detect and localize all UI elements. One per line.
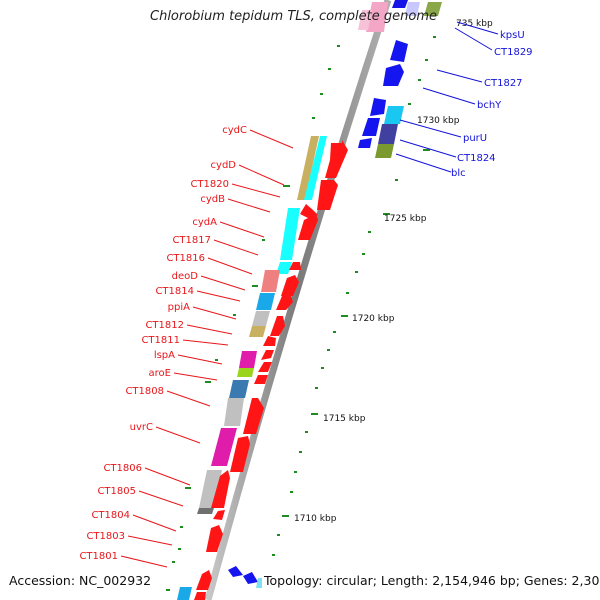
- label-CT1812[interactable]: CT1812: [145, 320, 184, 331]
- label-bchY[interactable]: bchY: [477, 100, 502, 111]
- gene-bar-CT1806: [199, 470, 222, 508]
- label-ppiA[interactable]: ppiA: [168, 302, 190, 313]
- right-gene-labels: kpsU CT1829 CT1827 bchY purU CT1824 blc: [451, 30, 533, 179]
- scale-label-1715: 1715 kbp: [323, 414, 366, 424]
- left-leader-lines: [120, 129, 294, 568]
- left-strand-genes: [177, 136, 327, 600]
- label-CT1801[interactable]: CT1801: [79, 551, 118, 562]
- scale-labels: 1710 kbp 1715 kbp 1720 kbp 1725 kbp 1730…: [294, 19, 493, 524]
- label-blc[interactable]: blc: [451, 168, 466, 179]
- gene-bar-CT1817: [276, 262, 292, 274]
- gene-bar-top-pink: [366, 2, 388, 32]
- gene-bar-CT1805: [197, 508, 214, 514]
- gene-bar-cyan-r: [384, 106, 404, 124]
- gene-bar-cydB: [280, 208, 300, 260]
- gene-bar-lspA: [239, 351, 257, 368]
- label-CT1804[interactable]: CT1804: [91, 510, 130, 521]
- label-cydA[interactable]: cydA: [192, 217, 217, 228]
- left-gene-labels: cydC cydD CT1820 cydB cydA CT1817 CT1816…: [79, 125, 247, 562]
- label-lspA[interactable]: lspA: [154, 350, 175, 361]
- left-strand-arrows: [194, 140, 348, 600]
- label-CT1816[interactable]: CT1816: [166, 253, 205, 264]
- label-CT1811[interactable]: CT1811: [141, 335, 180, 346]
- label-CT1827[interactable]: CT1827: [484, 78, 523, 89]
- gene-bar-ppiA: [252, 311, 270, 326]
- scale-label-1720: 1720 kbp: [352, 314, 395, 324]
- gene-bar-CT1814: [256, 293, 275, 310]
- right-leader-lines: [395, 21, 499, 173]
- gene-bar-CT1801: [177, 587, 192, 600]
- label-uvrC[interactable]: uvrC: [130, 422, 153, 433]
- label-kpsU[interactable]: kpsU: [500, 30, 525, 41]
- label-purU[interactable]: purU: [463, 133, 487, 144]
- scale-label-1725: 1725 kbp: [384, 214, 427, 224]
- gene-bar-top-pink2: [358, 10, 372, 30]
- gene-bar-cydC: [297, 136, 319, 200]
- label-CT1806[interactable]: CT1806: [103, 463, 142, 474]
- label-CT1805[interactable]: CT1805: [97, 486, 136, 497]
- topology-text: Topology: circular; Length: 2,154,946 bp…: [262, 573, 600, 588]
- gene-bar-CT1812: [249, 326, 266, 337]
- gene-bar-CT1824: [375, 144, 394, 158]
- gene-bar-aroE: [237, 368, 254, 377]
- map-title: Chlorobium tepidum TLS, complete genome: [150, 9, 437, 24]
- genome-backbone: [204, 0, 392, 600]
- label-cydB[interactable]: cydB: [200, 194, 225, 205]
- label-CT1803[interactable]: CT1803: [86, 531, 125, 542]
- gene-bar-top-lavender: [405, 2, 420, 16]
- label-CT1824[interactable]: CT1824: [457, 153, 496, 164]
- label-CT1820[interactable]: CT1820: [190, 179, 229, 190]
- gene-bar-CT1808-b: [224, 398, 244, 426]
- gene-bar-deoD: [261, 270, 280, 292]
- label-CT1817[interactable]: CT1817: [172, 235, 211, 246]
- scale-label-1710: 1710 kbp: [294, 514, 337, 524]
- gene-bar-uvrC: [211, 428, 237, 466]
- gene-bar-CT1808-a: [229, 380, 249, 398]
- accession-text: Accession: NC_002932: [9, 573, 152, 588]
- gene-bar-purU: [378, 124, 398, 144]
- scale-label-1735: 735 kbp: [456, 19, 493, 29]
- right-strand-genes: [358, 0, 442, 158]
- label-CT1808[interactable]: CT1808: [125, 386, 164, 397]
- right-strand-arrows: [228, 40, 408, 584]
- label-CT1829[interactable]: CT1829: [494, 47, 533, 58]
- label-deoD[interactable]: deoD: [172, 271, 199, 282]
- gene-bar-top-olive: [424, 2, 442, 16]
- label-cydD[interactable]: cydD: [211, 160, 237, 171]
- scale-label-1730: 1730 kbp: [417, 116, 460, 126]
- label-aroE[interactable]: aroE: [149, 368, 171, 379]
- tick-marks: [166, 36, 436, 591]
- label-CT1814[interactable]: CT1814: [155, 286, 194, 297]
- gene-bar-top-blue: [392, 0, 408, 8]
- label-cydC[interactable]: cydC: [222, 125, 247, 136]
- gene-bar-cydD: [304, 136, 327, 200]
